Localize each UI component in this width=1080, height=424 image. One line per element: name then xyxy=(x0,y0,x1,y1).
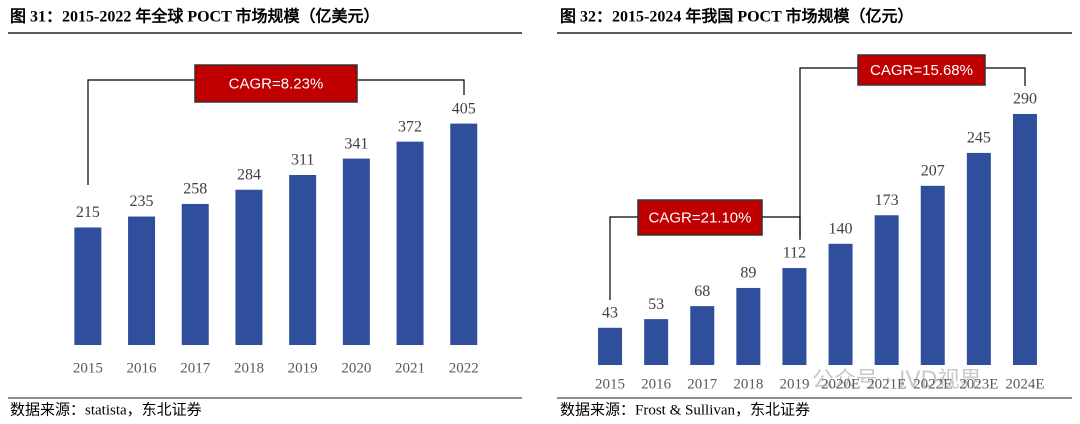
annotation: CAGR=8.23% xyxy=(229,75,324,92)
annotation: CAGR=21.10% xyxy=(649,209,752,226)
value-label: 290 xyxy=(1013,91,1037,108)
source: 数据来源：Frost & Sullivan，东北证券 xyxy=(560,401,810,418)
bar xyxy=(828,243,853,365)
value-label: 341 xyxy=(344,135,368,152)
value-label: 112 xyxy=(783,245,806,262)
bar xyxy=(782,268,807,365)
x-tick-label: 2017 xyxy=(687,376,718,392)
x-tick-label: 2017 xyxy=(180,360,211,376)
bar xyxy=(920,185,945,365)
value-label: 405 xyxy=(452,100,476,117)
value-label: 235 xyxy=(130,193,154,210)
x-tick-label: 2018 xyxy=(234,360,264,376)
bar xyxy=(396,141,424,345)
annotation: CAGR=15.68% xyxy=(870,62,973,79)
x-tick-label: 2016 xyxy=(127,360,158,376)
bar xyxy=(235,189,263,345)
value-label: 140 xyxy=(829,220,853,237)
bar xyxy=(342,158,370,345)
x-tick-label: 2020 xyxy=(341,360,371,376)
x-tick-label: 2016 xyxy=(641,376,672,392)
bar xyxy=(289,174,317,345)
value-label: 258 xyxy=(183,181,207,198)
value-label: 284 xyxy=(237,166,261,183)
value-label: 215 xyxy=(76,204,100,221)
source: 数据来源：statista，东北证券 xyxy=(10,401,202,418)
x-tick-label: 2022 xyxy=(449,360,479,376)
annotation-box xyxy=(857,54,986,86)
x-tick-label: 2023E xyxy=(959,376,998,392)
bar xyxy=(874,215,899,365)
value-label: 245 xyxy=(967,130,991,147)
bar xyxy=(598,327,623,365)
bar xyxy=(690,306,715,365)
value-label: 173 xyxy=(875,192,899,209)
bar xyxy=(966,152,991,365)
value-label: 207 xyxy=(921,162,945,179)
annotation-box xyxy=(637,199,763,236)
value-label: 53 xyxy=(648,296,664,313)
bar xyxy=(644,319,669,365)
x-tick-label: 2015 xyxy=(73,360,103,376)
bar xyxy=(1012,113,1037,365)
x-tick-label: 2018 xyxy=(733,376,763,392)
bar xyxy=(74,227,102,345)
x-tick-label: 2015 xyxy=(595,376,625,392)
x-tick-label: 2021 xyxy=(395,360,425,376)
bar xyxy=(181,203,209,345)
x-tick-label: 2019 xyxy=(779,376,809,392)
x-tick-label: 2020E xyxy=(821,376,860,392)
value-label: 372 xyxy=(398,118,422,135)
value-label: 311 xyxy=(291,152,314,169)
bar xyxy=(736,287,761,365)
x-tick-label: 2022E xyxy=(913,376,952,392)
chart-title: 图 31：2015-2022 年全球 POCT 市场规模（亿美元） xyxy=(10,7,380,26)
x-tick-label: 2019 xyxy=(288,360,318,376)
watermark: 公众号 · IVD视界 xyxy=(812,368,981,393)
value-label: 68 xyxy=(694,283,710,300)
value-label: 43 xyxy=(602,304,618,321)
bar xyxy=(128,216,156,345)
bar xyxy=(450,123,478,345)
value-label: 89 xyxy=(740,265,756,282)
x-tick-label: 2024E xyxy=(1005,376,1044,392)
x-tick-label: 2021E xyxy=(867,376,906,392)
annotation-bracket xyxy=(799,67,1026,240)
chart-title: 图 32：2015-2024 年我国 POCT 市场规模（亿元） xyxy=(560,7,914,26)
annotation-box xyxy=(194,64,358,103)
